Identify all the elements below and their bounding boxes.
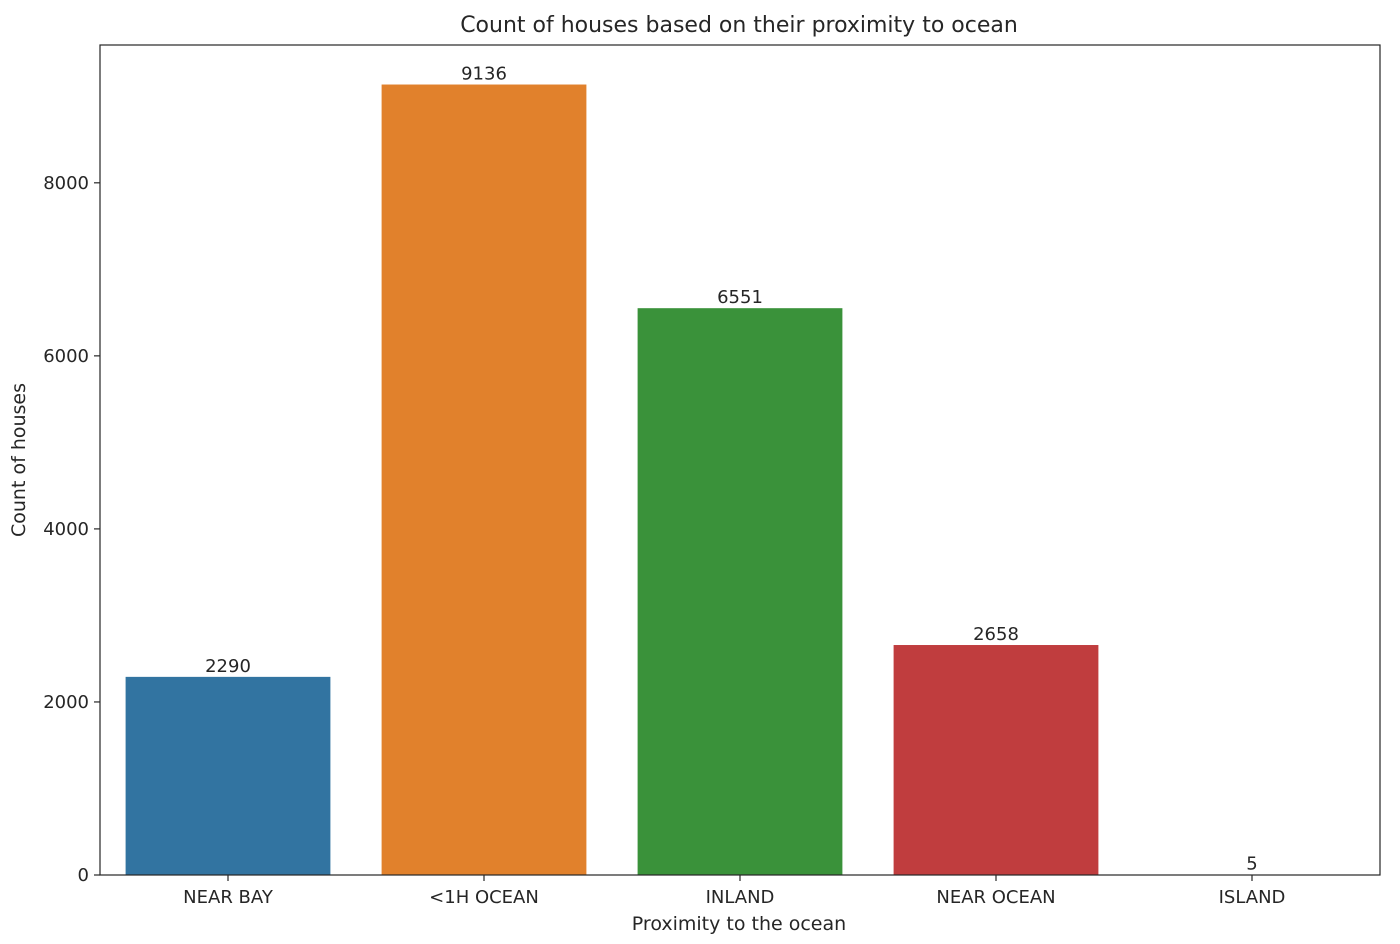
data-label-1: 9136: [461, 64, 507, 85]
bar-3: [893, 645, 1099, 875]
y-tick-label-3: 6000: [43, 346, 89, 367]
y-axis: 0 2000 4000 6000 8000: [43, 173, 100, 886]
y-axis-label: Count of houses: [8, 383, 30, 537]
bar-1: [381, 84, 587, 876]
x-tick-label-4: ISLAND: [1219, 887, 1286, 908]
y-tick-label-0: 0: [78, 865, 89, 886]
bar-0: [125, 676, 331, 875]
x-tick-label-1: <1H OCEAN: [429, 887, 539, 908]
y-tick-label-1: 2000: [43, 692, 89, 713]
plot-frame: [99, 44, 1381, 876]
x-tick-label-0: NEAR BAY: [183, 887, 274, 908]
data-label-0: 2290: [205, 656, 251, 677]
data-label-4: 5: [1246, 854, 1257, 875]
y-tick-label-2: 4000: [43, 519, 89, 540]
bars-layer: [125, 84, 1355, 876]
bar-2: [637, 308, 843, 875]
x-tick-label-3: NEAR OCEAN: [936, 887, 1055, 908]
chart-title: Count of houses based on their proximity…: [460, 13, 1018, 38]
data-label-3: 2658: [973, 624, 1019, 645]
x-axis-label: Proximity to the ocean: [632, 913, 846, 935]
data-labels-layer: 2290 9136 6551 2658 5: [205, 64, 1258, 875]
data-label-2: 6551: [717, 287, 763, 308]
x-axis: NEAR BAY <1H OCEAN INLAND NEAR OCEAN ISLAND: [183, 875, 1285, 908]
y-tick-label-4: 8000: [43, 173, 89, 194]
x-tick-label-2: INLAND: [706, 887, 775, 908]
